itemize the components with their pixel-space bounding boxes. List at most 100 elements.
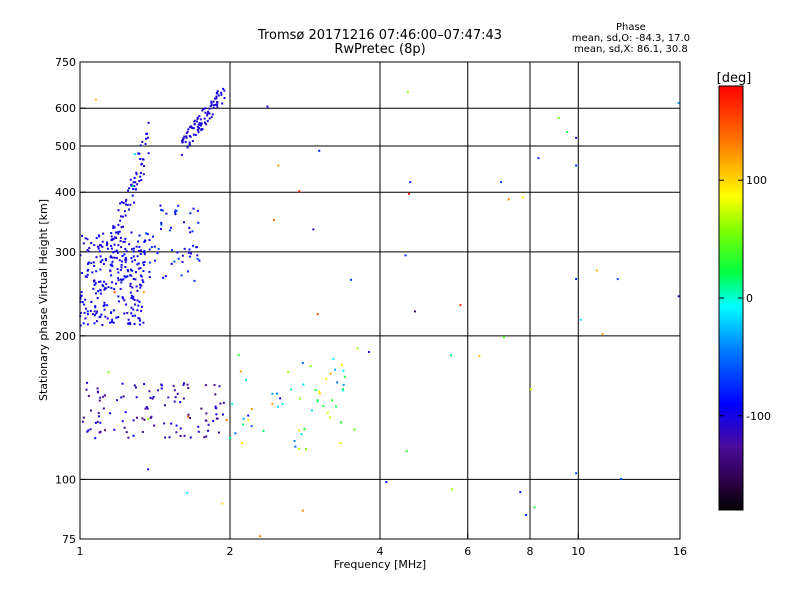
- data-point: [150, 415, 153, 418]
- data-point: [413, 310, 416, 313]
- data-point: [302, 383, 305, 386]
- data-point: [159, 204, 162, 207]
- data-point: [500, 181, 503, 184]
- data-point: [316, 399, 319, 402]
- data-point: [143, 383, 146, 386]
- data-point: [356, 347, 359, 350]
- data-point: [188, 248, 191, 251]
- data-point: [502, 336, 505, 339]
- data-point: [187, 386, 190, 389]
- data-point: [130, 294, 133, 297]
- data-point: [620, 477, 623, 480]
- data-point: [195, 246, 198, 249]
- data-point: [537, 157, 540, 160]
- data-point: [85, 388, 88, 391]
- data-point: [113, 291, 116, 294]
- data-point: [207, 112, 210, 115]
- data-point: [189, 436, 192, 439]
- data-point: [175, 209, 178, 212]
- data-point: [104, 257, 107, 260]
- data-point: [84, 237, 87, 240]
- data-point: [115, 249, 118, 252]
- data-point: [145, 132, 148, 135]
- data-point: [92, 261, 95, 264]
- data-point: [121, 278, 124, 281]
- data-point: [196, 120, 199, 123]
- data-point: [86, 238, 89, 241]
- data-point: [104, 394, 107, 397]
- data-point: [176, 251, 179, 254]
- data-point: [127, 270, 130, 273]
- data-point: [130, 231, 133, 234]
- data-point: [93, 264, 96, 267]
- data-point: [118, 230, 121, 233]
- data-point: [120, 263, 123, 266]
- data-point: [98, 431, 101, 434]
- data-point: [184, 141, 187, 144]
- data-point: [217, 94, 220, 97]
- data-point: [189, 212, 192, 215]
- data-point: [80, 294, 83, 297]
- data-point: [142, 173, 145, 176]
- data-point: [117, 232, 120, 235]
- data-point: [201, 128, 204, 131]
- data-point: [186, 146, 189, 149]
- data-point: [529, 388, 532, 391]
- data-point: [188, 255, 191, 258]
- data-point: [151, 235, 154, 238]
- data-point: [107, 286, 110, 289]
- data-point: [119, 278, 122, 281]
- data-point: [183, 135, 186, 138]
- data-point: [122, 297, 125, 300]
- data-point: [124, 258, 127, 261]
- data-point: [90, 262, 93, 265]
- data-point: [459, 304, 462, 307]
- data-point: [221, 413, 224, 416]
- data-point: [197, 425, 200, 428]
- data-point: [190, 125, 193, 128]
- data-point: [111, 256, 114, 259]
- data-point: [134, 278, 137, 281]
- data-point: [290, 388, 293, 391]
- data-point: [81, 272, 84, 275]
- data-point: [130, 312, 133, 315]
- data-point: [141, 158, 144, 161]
- data-point: [98, 399, 101, 402]
- data-point: [350, 278, 353, 281]
- axes: 1 2 4 6 8 10 16 75 100 200 300 400 500 600 750: [55, 56, 687, 558]
- data-point: [163, 404, 166, 407]
- data-point: [214, 405, 217, 408]
- data-point: [100, 313, 103, 316]
- data-point: [105, 241, 108, 244]
- data-point: [128, 321, 131, 324]
- data-point: [132, 308, 135, 311]
- data-point: [113, 236, 116, 239]
- data-point: [126, 312, 129, 315]
- data-point: [210, 103, 213, 106]
- data-point: [139, 144, 142, 147]
- data-point: [143, 261, 146, 264]
- data-point: [215, 95, 218, 98]
- data-point: [133, 176, 136, 179]
- data-point: [147, 136, 150, 139]
- data-point: [266, 105, 269, 108]
- data-point: [149, 417, 152, 420]
- y-tick-label: 500: [55, 140, 76, 153]
- data-point: [197, 128, 200, 131]
- data-point: [126, 203, 129, 206]
- data-point: [210, 102, 213, 105]
- data-point: [113, 288, 116, 291]
- data-point: [99, 421, 102, 424]
- data-point: [214, 103, 217, 106]
- data-point: [110, 320, 113, 323]
- data-point: [353, 428, 356, 431]
- data-point: [97, 415, 100, 418]
- data-point: [122, 240, 125, 243]
- data-point: [181, 254, 184, 257]
- data-point: [93, 310, 96, 313]
- data-point: [106, 317, 109, 320]
- data-point: [127, 189, 130, 192]
- data-point: [127, 436, 130, 439]
- data-point: [84, 298, 87, 301]
- data-point: [112, 309, 115, 312]
